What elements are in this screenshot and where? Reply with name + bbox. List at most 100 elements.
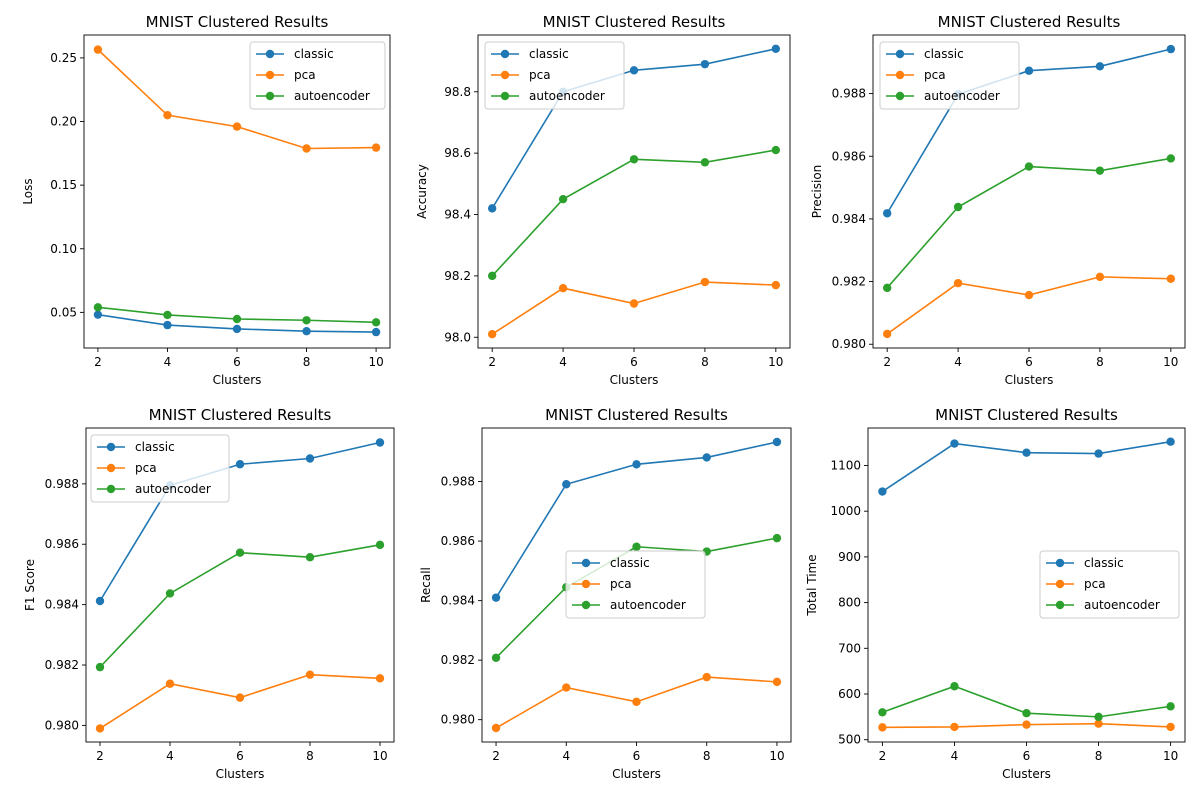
data-point-autoencoder [953,202,963,212]
legend-label-classic: classic [1084,556,1124,570]
x-tick-label: 6 [1025,355,1033,369]
x-tick-label: 10 [372,749,387,763]
y-tick-label: 0.986 [832,149,866,163]
data-point-autoencoder [950,682,959,691]
data-point-pca [487,329,497,339]
chart-title: MNIST Clustered Results [935,406,1118,424]
data-point-pca [1166,274,1176,283]
y-axis-label: F1 Score [23,559,37,611]
x-axis-label: Clusters [213,373,262,387]
y-axis-label: Precision [810,165,824,219]
legend-label-autoencoder: autoencoder [294,89,370,103]
legend-marker-classic [1055,558,1065,568]
data-point-classic [632,460,641,469]
x-tick-label: 8 [1095,749,1103,763]
legend-box [249,41,386,110]
subplot-4: MNIST Clustered Results 2 4 6 8 10 0.980 0.982 0… [23,406,395,781]
data-point-pca [950,722,959,732]
legend-marker-pca [106,463,116,473]
data-point-classic [772,437,782,447]
y-tick-label: 0.988 [441,475,475,489]
x-tick-label: 10 [769,749,784,763]
x-tick-label: 2 [492,749,500,763]
chart-title: MNIST Clustered Results [545,406,728,424]
data-point-autoencoder [1166,702,1175,711]
data-point-pca [1094,719,1103,728]
data-point-autoencoder [1024,162,1034,171]
y-tick-label: 600 [838,687,861,701]
data-point-classic [700,59,710,69]
legend-marker-autoencoder [106,484,116,494]
data-point-classic [1166,437,1175,446]
data-point-autoencoder [632,542,641,551]
subplot-6: MNIST Clustered Results 2 4 6 8 10 500 600 700 80… [805,406,1186,781]
legend-marker-autoencoder [1055,600,1065,610]
legend-label-pca: pca [1084,577,1106,591]
y-tick-label: 0.988 [45,477,79,491]
legend-label-pca: pca [529,68,551,82]
x-tick-label: 8 [701,355,709,369]
x-tick-label: 6 [630,355,638,369]
x-axis-label: Clusters [1002,767,1051,781]
legend-marker-classic [106,442,116,452]
data-point-classic [93,310,103,319]
y-tick-label: 98.0 [444,330,471,344]
x-tick-label: 8 [303,355,311,369]
y-tick-label: 0.984 [832,212,866,226]
data-point-pca [232,122,242,131]
data-point-classic [302,327,311,336]
y-tick-label: 0.986 [45,537,79,551]
chart-title: MNIST Clustered Results [146,13,329,31]
data-point-classic [232,324,242,334]
data-point-pca [632,697,641,707]
data-point-autoencoder [558,194,568,204]
data-point-autoencoder [772,533,782,543]
data-point-classic [629,66,639,75]
legend-marker-autoencoder [500,91,510,101]
legend-marker-autoencoder [265,91,275,101]
legend-marker-pca [265,70,275,80]
legend-box [1039,550,1180,619]
data-point-classic [371,327,381,337]
y-tick-label: 0.988 [832,87,866,101]
subplot-5: MNIST Clustered Results 2 4 6 8 10 0.980 0.982 0… [419,406,792,781]
chart-title: MNIST Clustered Results [543,13,726,31]
legend-label-autoencoder: autoencoder [135,482,211,496]
legend-marker-classic [581,558,591,568]
x-tick-label: 6 [1023,749,1031,763]
y-tick-label: 0.980 [45,718,79,732]
data-point-classic [771,44,781,54]
data-point-classic [487,204,497,213]
data-point-pca [953,278,963,288]
data-point-pca [371,143,381,152]
y-axis-label: Accuracy [415,164,429,219]
data-point-pca [629,299,639,308]
legend: classic pca autoencoder [879,41,1020,110]
y-tick-label: 0.25 [50,51,77,65]
x-tick-label: 4 [559,355,567,369]
y-tick-label: 98.8 [444,85,471,99]
subplot-1: MNIST Clustered Results 2 4 6 8 10 0.05 0.10 0.1… [21,13,391,387]
legend-label-autoencoder: autoencoder [1084,598,1160,612]
y-axis-label: Total Time [805,554,819,616]
x-tick-label: 8 [1096,355,1104,369]
data-point-pca [882,329,892,339]
legend-label-classic: classic [610,556,650,570]
x-tick-label: 2 [883,355,891,369]
x-tick-label: 10 [768,355,783,369]
legend-box [90,434,230,503]
legend: classic pca autoencoder [90,434,230,503]
y-axis-label: Loss [21,178,35,204]
x-tick-label: 10 [368,355,383,369]
x-tick-label: 4 [951,749,959,763]
data-point-classic [950,439,959,448]
x-axis-label: Clusters [612,767,661,781]
subplot-2: MNIST Clustered Results 2 4 6 8 10 98.0 98.2 98.… [415,13,791,387]
data-point-classic [1166,44,1176,54]
data-point-classic [702,453,711,462]
data-point-pca [305,670,315,679]
data-point-autoencoder [700,158,710,167]
data-point-autoencoder [305,553,315,562]
legend-label-pca: pca [924,68,946,82]
x-tick-label: 2 [96,749,104,763]
